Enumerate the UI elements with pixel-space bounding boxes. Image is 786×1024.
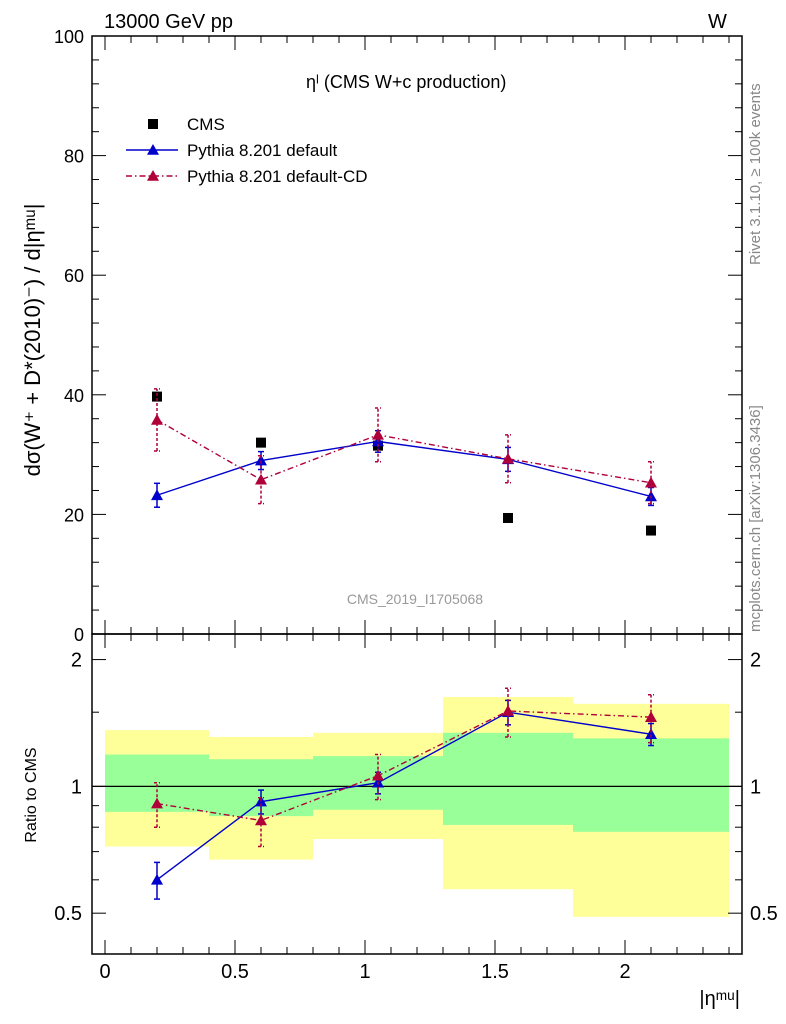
main-panel: 0 20 40 60 80 100 ηˡ (CMS W+c production) dσ(…: [20, 27, 743, 645]
x-tick-label: 0.5: [221, 961, 249, 983]
ratio-y-tick-label: 1: [71, 776, 82, 798]
data-point: [152, 391, 162, 402]
series-1: [151, 429, 657, 508]
main-y-tick-label: 0: [74, 625, 84, 645]
energy-label: 13000 GeV pp: [104, 11, 233, 33]
ratio-data-point: [645, 728, 657, 740]
ratio-series-layer: [151, 687, 657, 900]
mcplots-label: mcplots.cern.ch [arXiv:1306.3436]: [747, 405, 764, 632]
ratio-y-axis-label: Ratio to CMS: [23, 747, 40, 842]
ratio-ticks-layer: 0.5 0.5 1 1 2 2 0 0.5 1 1.5 2: [54, 634, 778, 983]
data-point: [646, 525, 656, 536]
x-tick-label: 0: [99, 961, 110, 983]
legend-marker: [147, 144, 159, 155]
data-point: [503, 512, 513, 523]
inner-band: [573, 738, 729, 832]
main-ticks-layer: 0 20 40 60 80 100: [54, 27, 742, 645]
ratio-data-point: [645, 711, 657, 722]
data-point: [256, 437, 266, 448]
ratio-data-point: [151, 873, 163, 885]
rivet-label: Rivet 3.1.10, ≥ 100k events: [747, 83, 764, 265]
main-y-tick-label: 100: [54, 27, 84, 47]
legend-entry: Pythia 8.201 default-CD: [126, 167, 368, 186]
ratio-data-point: [151, 797, 163, 809]
ratio-y-tick-label-right: 1: [750, 776, 761, 798]
x-axis-label: |ηᵐᵘ|: [699, 988, 740, 1010]
ratio-error-bar: [648, 694, 654, 744]
data-point: [255, 454, 267, 466]
main-y-tick-label: 60: [64, 266, 84, 286]
legend-entry: CMS: [148, 115, 225, 134]
legend-label: Pythia 8.201 default: [187, 141, 338, 160]
x-tick-label: 2: [619, 961, 630, 983]
legend-marker: [148, 119, 158, 129]
ratio-y-tick-label-right: 0.5: [750, 903, 778, 925]
data-point: [372, 428, 384, 440]
data-point: [502, 452, 514, 464]
series-0: [152, 391, 656, 536]
main-y-axis-label: dσ(W⁺ + D*(2010)⁻) / d|ηᵐᵘ|: [20, 204, 45, 477]
main-y-tick-label: 40: [64, 386, 84, 406]
ratio-y-tick-label-right: 2: [750, 650, 761, 672]
main-title: ηˡ (CMS W+c production): [306, 72, 506, 92]
legend-marker: [147, 170, 159, 181]
ratio-y-tick-label: 0.5: [54, 903, 82, 925]
legend-label: CMS: [187, 115, 225, 134]
x-tick-label: 1: [359, 961, 370, 983]
watermark: CMS_2019_I1705068: [347, 591, 483, 607]
data-point: [645, 476, 657, 488]
ratio-error-bar: [505, 687, 511, 738]
data-point: [255, 473, 267, 485]
series-2: [151, 388, 657, 505]
legend: CMS Pythia 8.201 default Pythia 8.201 defa…: [126, 115, 368, 186]
series-line: [156, 440, 652, 498]
ratio-panel: 0.5 0.5 1 1 2 2 0 0.5 1 1.5 2 Ratio to CMS |ηᵐᵘ|: [23, 633, 778, 1010]
data-point: [151, 489, 163, 501]
ratio-bands-layer: [92, 696, 742, 917]
ratio-series-1: [151, 687, 657, 848]
inner-band: [443, 732, 573, 825]
ratio-error-bar: [258, 796, 264, 848]
main-y-tick-label: 20: [64, 505, 84, 525]
series-line: [156, 419, 652, 484]
legend-entry: Pythia 8.201 default: [126, 141, 338, 160]
ratio-data-point: [372, 769, 384, 781]
process-label: W: [708, 11, 727, 33]
x-tick-label: 1.5: [481, 961, 509, 983]
main-y-tick-label: 80: [64, 147, 84, 167]
main-series-layer: [151, 388, 657, 536]
ratio-data-point: [502, 704, 514, 716]
error-bar: [258, 455, 264, 505]
data-point: [151, 413, 163, 425]
ratio-y-tick-label: 2: [71, 650, 82, 672]
legend-label: Pythia 8.201 default-CD: [187, 167, 368, 186]
error-bar: [505, 434, 511, 484]
ratio-data-point: [255, 814, 267, 826]
